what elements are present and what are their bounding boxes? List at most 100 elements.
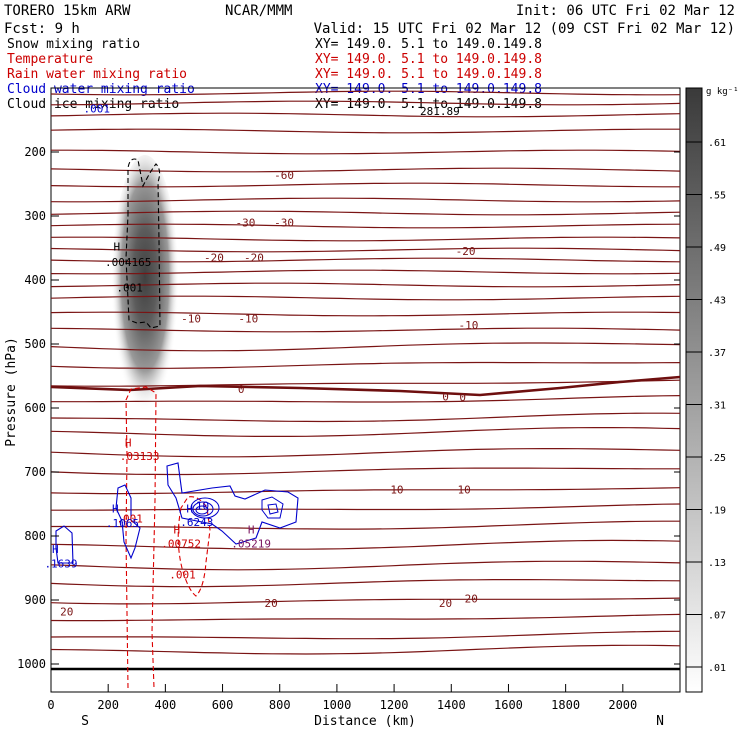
isotherm-line xyxy=(51,379,680,387)
field-annotation: .004165 xyxy=(105,256,151,269)
colorbar-tick-label: .01 xyxy=(708,663,726,674)
isotherm-line xyxy=(51,257,680,263)
isotherm-line xyxy=(51,613,680,622)
forecast-hour: Fcst: 9 h xyxy=(4,21,80,37)
isotherm-line xyxy=(51,395,680,403)
isotherm-line xyxy=(51,197,680,203)
temperature-label: 0 xyxy=(442,390,449,403)
colorbar-tick-label: .61 xyxy=(708,138,726,149)
plot-frame xyxy=(50,87,681,693)
field-annotation: H xyxy=(173,524,180,537)
distance-axis: 0 200 400 600 800 1000 1200 1400 1600 1800 2000 xyxy=(47,684,637,712)
isotherm-line xyxy=(51,630,680,640)
temperature-label: 0 xyxy=(238,383,245,396)
temperature-label: 0 xyxy=(459,391,466,404)
temperature-label: 20 xyxy=(60,606,73,619)
temperature-label: -10 xyxy=(458,319,478,332)
field-annotation: H xyxy=(125,437,132,450)
isotherm-line xyxy=(51,128,680,134)
temperature-label: -30 xyxy=(235,216,255,229)
cloud-water-contour-west xyxy=(55,525,74,564)
x-tick-label-1400: 1400 xyxy=(437,698,466,712)
isotherm-line xyxy=(51,311,680,317)
center-title: NCAR/MMM xyxy=(225,3,292,19)
field-annotation: 10 xyxy=(196,499,209,512)
cloud-ice-contour xyxy=(125,158,161,329)
colorbar-tick-label: .43 xyxy=(708,296,726,307)
legend-cloud-ice-xy: XY= 149.0. 5.1 to 149.0.149.8 xyxy=(315,97,542,112)
temperature-label: -20 xyxy=(204,252,224,265)
field-annotation: .00752 xyxy=(161,538,201,551)
legend-rain-xy: XY= 149.0. 5.1 to 149.0.149.8 xyxy=(315,67,542,82)
isotherm-line xyxy=(51,448,680,458)
isotherm-line xyxy=(51,327,680,333)
x-tick-label-2000: 2000 xyxy=(608,698,637,712)
model-title: TORERO 15km ARW xyxy=(4,3,131,19)
temperature-label: 20 xyxy=(465,593,478,606)
isotherm-line xyxy=(51,539,680,550)
isotherm-line xyxy=(51,503,680,511)
isotherm-line xyxy=(51,520,680,530)
colorbar-units: g kg⁻¹ xyxy=(706,87,739,97)
colorbar-ticks: .61 .55 .49 .43 .37 .31 .25 .19 .13 .07 .01 xyxy=(686,138,726,674)
colorbar-tick-label: .13 xyxy=(708,558,726,569)
legend-temperature-label: Temperature xyxy=(7,52,93,67)
cloud-water-contour-column xyxy=(115,484,141,560)
legend-temperature-xy: XY= 149.0. 5.1 to 149.0.149.8 xyxy=(315,52,542,67)
colorbar-tick-label: .31 xyxy=(708,401,726,412)
y-tick-label-800: 800 xyxy=(24,529,46,543)
y-tick-label-600: 600 xyxy=(24,401,46,415)
isotherm-line xyxy=(51,269,680,275)
y-tick-label-700: 700 xyxy=(24,465,46,479)
x-tick-label-1000: 1000 xyxy=(322,698,351,712)
temperature-label: -60 xyxy=(274,169,294,182)
isotherm-line xyxy=(51,90,680,96)
isotherm-line xyxy=(51,282,680,288)
y-tick-label-400: 400 xyxy=(24,273,46,287)
temperature-label: 10 xyxy=(458,483,471,496)
init-time: Init: 06 UTC Fri 02 Mar 12 xyxy=(516,3,735,19)
y-tick-label-200: 200 xyxy=(24,145,46,159)
field-annotation: H xyxy=(186,502,193,515)
legend-rain-label: Rain water mixing ratio xyxy=(7,67,187,82)
cloud-water-contour-main xyxy=(166,462,299,545)
field-annotation: .001 xyxy=(83,102,110,115)
freezing-level-line xyxy=(51,375,680,397)
legend-cloud-water-xy: XY= 149.0. 5.1 to 149.0.149.8 xyxy=(315,82,542,97)
isotherm-line xyxy=(51,644,680,655)
south-end-label: S xyxy=(81,714,89,729)
isotherm-line xyxy=(51,597,680,605)
field-annotation: .1065 xyxy=(106,517,139,530)
x-tick-label-1600: 1600 xyxy=(494,698,523,712)
temperature-label: 10 xyxy=(390,483,403,496)
x-tick-label-600: 600 xyxy=(212,698,234,712)
field-annotation: .05219 xyxy=(231,538,271,551)
field-annotation: .6243 xyxy=(180,516,213,529)
temperature-label: -10 xyxy=(238,312,258,325)
temperature-label: 20 xyxy=(439,597,452,610)
colorbar-tick-label: .49 xyxy=(708,243,726,254)
temperature-label: 20 xyxy=(265,597,278,610)
x-axis-title: Distance (km) xyxy=(314,714,416,729)
field-annotation: H xyxy=(52,543,59,556)
isotherm-line xyxy=(51,112,680,118)
field-annotation: .03133 xyxy=(120,450,160,463)
x-tick-label-200: 200 xyxy=(97,698,119,712)
legend-snow-label: Snow mixing ratio xyxy=(7,37,140,52)
rain-contour-blob xyxy=(177,496,211,597)
legend-cloud-water-label: Cloud water mixing ratio xyxy=(7,82,195,97)
field-annotation: H xyxy=(113,241,120,254)
isotherm-line xyxy=(51,560,680,571)
isotherm-line xyxy=(51,167,680,173)
x-tick-label-800: 800 xyxy=(269,698,291,712)
colorbar-tick-label: .25 xyxy=(708,453,726,464)
isotherm-line xyxy=(51,342,680,352)
y-tick-label-900: 900 xyxy=(24,593,46,607)
isotherm-line xyxy=(51,487,680,495)
colorbar-tick-label: .19 xyxy=(708,506,726,517)
field-annotation: .001 xyxy=(116,282,143,295)
y-tick-label-300: 300 xyxy=(24,209,46,223)
